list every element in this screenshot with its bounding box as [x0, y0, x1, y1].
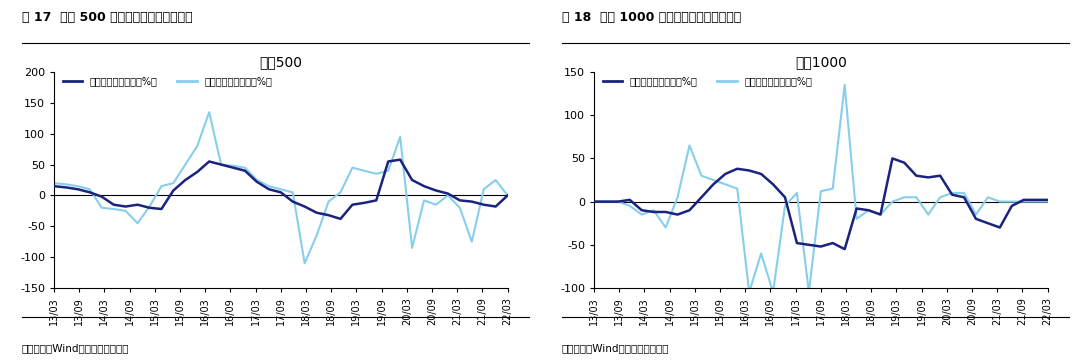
Title: 中证1000: 中证1000	[795, 55, 847, 69]
Text: 资料来源：Wind，海通证券研究所: 资料来源：Wind，海通证券研究所	[562, 343, 670, 353]
Legend: 归母净利累计同比（%）, 归母净利单季同比（%）: 归母净利累计同比（%）, 归母净利单季同比（%）	[599, 73, 816, 90]
Text: 资料来源：Wind，海通证券研究所: 资料来源：Wind，海通证券研究所	[22, 343, 130, 353]
Title: 中证500: 中证500	[259, 55, 302, 69]
Legend: 归母净利累计同比（%）, 归母净利单季同比（%）: 归母净利累计同比（%）, 归母净利单季同比（%）	[59, 73, 276, 90]
Text: 图 17  中证 500 盈利增速下滑但边际改善: 图 17 中证 500 盈利增速下滑但边际改善	[22, 11, 192, 24]
Text: 图 18  中证 1000 盈利增速下滑但边际改善: 图 18 中证 1000 盈利增速下滑但边际改善	[562, 11, 741, 24]
